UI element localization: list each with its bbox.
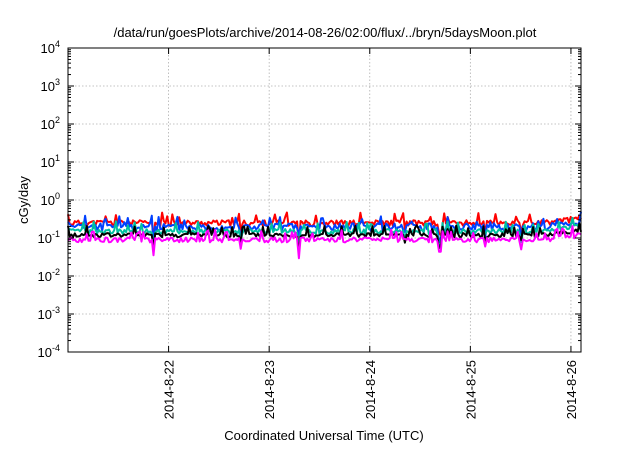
grid-lines <box>68 47 581 353</box>
series-layer <box>67 211 582 260</box>
series-line <box>67 225 582 260</box>
y-ticks: 10-4 10-3 10-2 10-1 100 101 102 103 104 <box>38 39 581 360</box>
x-tick-label: 2014-8-23 <box>262 360 277 419</box>
y-tick-label: 103 <box>41 77 60 94</box>
y-axis-label: cGy/day <box>16 176 31 224</box>
y-tick-label: 10-2 <box>38 267 60 284</box>
y-tick-label: 104 <box>41 39 60 56</box>
x-ticks: 2014-8-22 2014-8-23 2014-8-24 2014-8-25 2014… <box>162 48 579 419</box>
x-tick-label: 2014-8-24 <box>363 360 378 419</box>
x-tick-label: 2014-8-25 <box>463 360 478 419</box>
y-tick-label: 101 <box>41 153 60 170</box>
y-tick-label: 10-4 <box>38 343 60 360</box>
y-tick-label: 10-3 <box>38 305 60 322</box>
y-tick-label: 10-1 <box>38 229 60 246</box>
y-tick-label: 102 <box>41 115 60 132</box>
x-tick-label: 2014-8-26 <box>564 360 579 419</box>
x-tick-label: 2014-8-22 <box>162 360 177 419</box>
x-axis-label: Coordinated Universal Time (UTC) <box>224 428 423 443</box>
y-tick-label: 100 <box>41 191 60 208</box>
chart-title: /data/run/goesPlots/archive/2014-08-26/0… <box>114 25 537 40</box>
